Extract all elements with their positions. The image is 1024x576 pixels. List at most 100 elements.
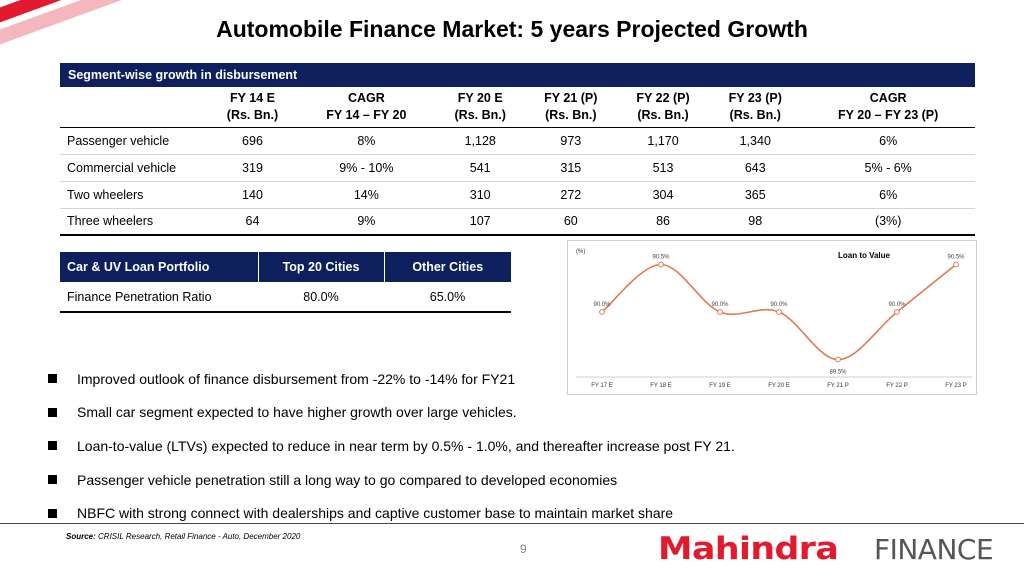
page-title: Automobile Finance Market: 5 years Proje… <box>216 16 808 42</box>
list-item: NBFC with strong connect with dealership… <box>48 496 808 530</box>
x-tick-label: FY 18 E <box>650 383 672 389</box>
segment-col-header: CAGR FY 20 – FY 23 (P) <box>801 87 975 128</box>
col-header-line2: (Rs. Bn.) <box>729 107 781 122</box>
logo-brand: Mahindra <box>658 531 839 567</box>
table-cell: 319 <box>208 154 297 182</box>
data-label: 90.5% <box>652 255 670 261</box>
segment-col-header: FY 22 (P) (Rs. Bn.) <box>616 87 710 128</box>
row-label: Three wheelers <box>60 208 208 236</box>
data-label: 90.0% <box>888 302 906 308</box>
table-cell: 9% - 10% <box>296 154 436 182</box>
table-cell: 973 <box>524 127 617 155</box>
square-bullet-icon <box>48 407 57 417</box>
square-bullet-icon <box>48 374 57 384</box>
table-cell: (3%) <box>801 208 975 236</box>
loan-table-row: Finance Penetration Ratio 80.0% 65.0% <box>60 282 511 313</box>
table-row: Two wheelers 140 14% 310 272 304 365 6% <box>60 181 975 209</box>
bullet-text: Loan-to-value (LTVs) expected to reduce … <box>77 437 735 454</box>
x-tick-label: FY 17 E <box>591 383 613 389</box>
col-header-line1: CAGR <box>347 90 385 105</box>
table-cell: 6% <box>801 127 975 155</box>
data-point <box>776 309 782 315</box>
data-point <box>835 356 841 363</box>
table-cell: 513 <box>616 154 710 182</box>
loan-table-header-row: Car & UV Loan Portfolio Top 20 Cities Ot… <box>60 252 511 282</box>
x-tick-label: FY 21 P <box>827 383 849 389</box>
data-point <box>658 261 664 268</box>
table-cell: 1,340 <box>709 127 802 155</box>
loan-value-other: 65.0% <box>384 282 511 313</box>
table-cell: 541 <box>435 154 525 182</box>
table-cell: 8% <box>296 127 436 155</box>
list-item: Loan-to-value (LTVs) expected to reduce … <box>48 429 808 463</box>
col-header-line2: (Rs. Bn.) <box>454 107 506 122</box>
row-label: Passenger vehicle <box>60 127 208 155</box>
table-cell: 1,128 <box>435 127 525 155</box>
col-header-line1: FY 21 (P) <box>544 90 598 105</box>
bullet-text: Improved outlook of finance disbursement… <box>77 370 516 387</box>
table-cell: 315 <box>524 154 617 182</box>
loan-header-other: Other Cities <box>383 252 511 282</box>
segment-label-header <box>60 87 208 128</box>
bullet-text: Passenger vehicle penetration still a lo… <box>77 471 618 488</box>
loan-header-top20: Top 20 Cities <box>257 252 384 282</box>
data-label: 90.5% <box>947 255 965 261</box>
list-item: Passenger vehicle penetration still a lo… <box>48 463 808 497</box>
col-header-line2: FY 14 – FY 20 <box>326 107 407 122</box>
col-header-line1: FY 23 (P) <box>728 90 782 105</box>
segment-col-header: FY 23 (P) (Rs. Bn.) <box>709 87 802 128</box>
segment-table-title-row: Segment-wise growth in disbursement <box>60 63 975 87</box>
segment-col-header: FY 20 E (Rs. Bn.) <box>435 87 525 128</box>
data-label: 90.0% <box>711 302 729 308</box>
col-header-line1: FY 14 E <box>230 90 275 105</box>
logo-suffix: FINANCE <box>874 532 994 566</box>
square-bullet-icon <box>48 441 57 451</box>
x-tick-label: FY 23 P <box>945 383 967 389</box>
page-number: 9 <box>520 542 527 556</box>
segment-col-header: CAGR FY 14 – FY 20 <box>296 87 436 128</box>
table-row: Passenger vehicle 696 8% 1,128 973 1,170 1,340… <box>60 127 975 155</box>
table-cell: 310 <box>435 181 525 209</box>
loan-value-top20: 80.0% <box>258 282 384 313</box>
table-cell: 9% <box>296 208 436 236</box>
table-cell: 643 <box>709 154 802 182</box>
segment-col-header: FY 14 E (Rs. Bn.) <box>208 87 297 128</box>
col-header-line1: FY 22 (P) <box>636 90 690 105</box>
x-tick-label: FY 22 P <box>886 383 908 389</box>
table-cell: 365 <box>709 181 802 209</box>
bullet-list: Improved outlook of finance disbursement… <box>48 362 808 530</box>
col-header-line2: FY 20 – FY 23 (P) <box>838 107 939 122</box>
list-item: Improved outlook of finance disbursement… <box>48 362 808 396</box>
bullet-text: NBFC with strong connect with dealership… <box>77 505 674 522</box>
table-cell: 60 <box>524 208 617 236</box>
col-header-line2: (Rs. Bn.) <box>637 107 689 122</box>
table-cell: 86 <box>616 208 710 236</box>
table-cell: 107 <box>435 208 525 236</box>
segment-table-header-row: FY 14 E (Rs. Bn.) CAGR FY 14 – FY 20 FY 20 E… <box>60 87 975 128</box>
square-bullet-icon <box>48 475 57 485</box>
ltv-chart-svg: (%) Loan to Value 90.0% FY 17 E 90.5% FY 18 E… <box>576 249 972 389</box>
col-header-line1: FY 20 E <box>457 90 503 105</box>
source-label: Source: <box>66 532 96 541</box>
y-axis-label: (%) <box>576 249 585 255</box>
row-label: Commercial vehicle <box>60 154 208 182</box>
data-label: 89.5% <box>829 370 847 376</box>
table-row: Commercial vehicle 319 9% - 10% 541 315 513 64… <box>60 154 975 182</box>
row-label: Two wheelers <box>60 181 208 209</box>
col-header-line1: CAGR <box>869 90 907 105</box>
table-cell: 64 <box>208 208 297 236</box>
table-cell: 6% <box>801 181 975 209</box>
x-tick-label: FY 20 E <box>768 383 790 389</box>
table-cell: 1,170 <box>616 127 710 155</box>
segment-col-header: FY 21 (P) (Rs. Bn.) <box>524 87 617 128</box>
bullet-text: Small car segment expected to have highe… <box>77 404 517 421</box>
table-cell: 696 <box>208 127 297 155</box>
data-point <box>599 309 605 315</box>
segment-table-title: Segment-wise growth in disbursement <box>60 63 975 87</box>
chart-title: Loan to Value <box>838 251 891 260</box>
table-cell: 272 <box>524 181 617 209</box>
data-point <box>953 261 959 268</box>
list-item: Small car segment expected to have highe… <box>48 396 808 430</box>
square-bullet-icon <box>48 508 57 518</box>
table-cell: 5% - 6% <box>801 154 975 182</box>
